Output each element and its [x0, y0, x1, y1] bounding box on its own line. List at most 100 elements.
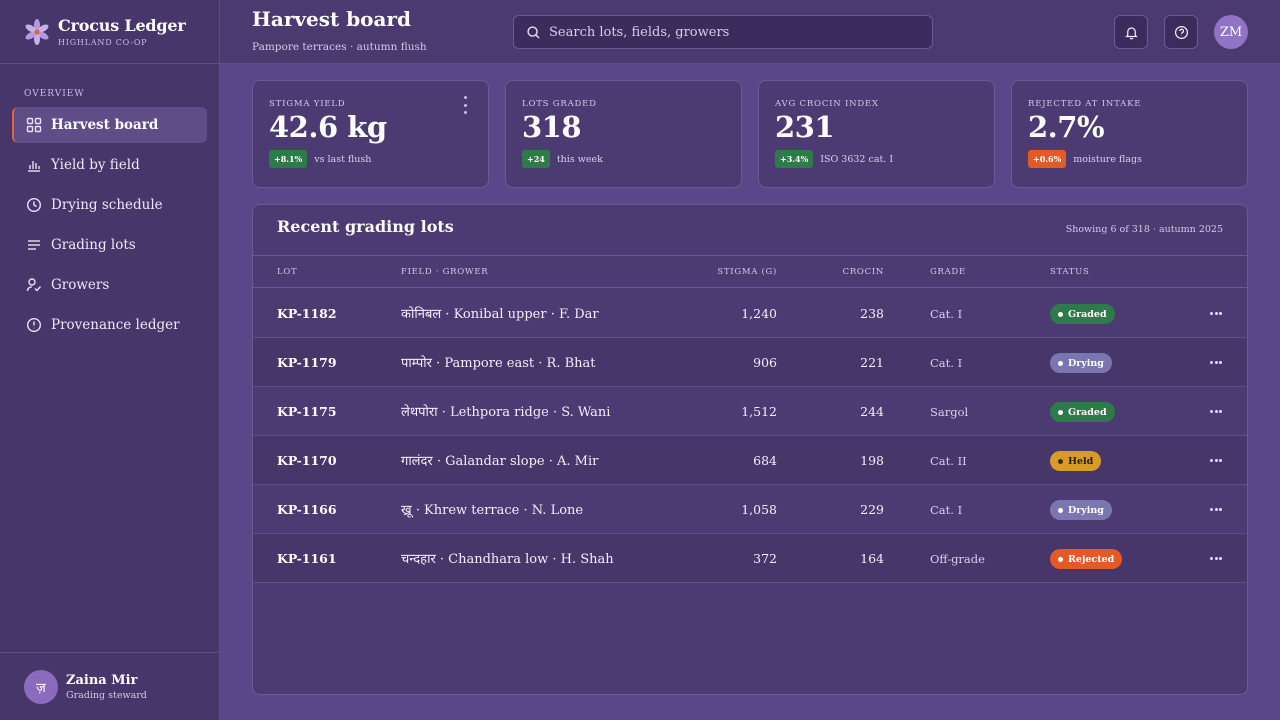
grade: Cat. I	[930, 356, 963, 370]
row-more-options-icon[interactable]	[1210, 410, 1222, 413]
lot-id[interactable]: KP-1170	[277, 453, 337, 468]
page-subtitle: Pampore terraces · autumn flush	[252, 41, 427, 53]
sidebar-item-yield-by-field[interactable]: Yield by field	[12, 147, 207, 183]
crocin-value: 238	[860, 306, 884, 321]
lot-id[interactable]: KP-1161	[277, 551, 337, 566]
stigma-grams: 1,512	[741, 404, 777, 419]
lot-id[interactable]: KP-1166	[277, 502, 337, 517]
column-header-status[interactable]: STATUS	[1050, 267, 1090, 277]
stat-footnote: moisture flags	[1073, 153, 1142, 165]
user-profile[interactable]: ज़ Zaina Mir Grading steward	[0, 652, 219, 720]
row-more-options-icon[interactable]	[1210, 508, 1222, 511]
user-name: Zaina Mir	[66, 672, 138, 688]
avatar[interactable]: ZM	[1214, 15, 1248, 49]
column-header-grade[interactable]: GRADE	[930, 267, 966, 277]
clock-icon	[26, 197, 42, 213]
help-icon	[1174, 25, 1188, 39]
user-role: Grading steward	[66, 689, 147, 701]
status-label: Drying	[1068, 357, 1104, 369]
grade: Cat. I	[930, 307, 963, 321]
status-dot-icon	[1058, 458, 1063, 464]
sidebar-item-label: Harvest board	[51, 117, 159, 133]
sidebar-item-harvest-board[interactable]: Harvest board	[12, 107, 207, 143]
table-header: LOT FIELD · GROWER STIGMA (G) CROCIN GRA…	[253, 255, 1247, 288]
row-more-options-icon[interactable]	[1210, 459, 1222, 462]
help-button[interactable]	[1164, 15, 1198, 49]
brand[interactable]: Crocus Ledger HIGHLAND CO-OP	[0, 0, 219, 64]
status-label: Drying	[1068, 504, 1104, 516]
field-grower: कोनिबल · Konibal upper · F. Dar	[401, 307, 599, 322]
column-header-lot[interactable]: LOT	[277, 267, 298, 277]
sidebar: Crocus Ledger HIGHLAND CO-OP OVERVIEW Ha…	[0, 0, 220, 720]
field-grower: लेथपोरा · Lethpora ridge · S. Wani	[401, 405, 611, 420]
grade: Off-grade	[930, 552, 985, 566]
sidebar-item-provenance-ledger[interactable]: Provenance ledger	[12, 307, 207, 343]
stigma-grams: 906	[753, 355, 777, 370]
delta-badge: +24	[522, 150, 550, 168]
field-grower: गालंदर · Galandar slope · A. Mir	[401, 454, 599, 469]
list-icon	[26, 237, 42, 253]
sidebar-item-label: Provenance ledger	[51, 317, 180, 333]
lot-id[interactable]: KP-1182	[277, 306, 337, 321]
table-row[interactable]: KP-1179 पाम्पोर · Pampore east · R. Bhat 9…	[253, 338, 1247, 387]
field-grower: चन्दहार · Chandhara low · H. Shah	[401, 552, 614, 567]
alert-circle-icon	[26, 317, 42, 333]
search-input[interactable]	[549, 24, 909, 40]
stat-value: 42.6 kg	[269, 110, 387, 144]
table-row[interactable]: KP-1182 कोनिबल · Konibal upper · F. Dar 1,…	[253, 289, 1247, 338]
crocin-value: 244	[860, 404, 884, 419]
field-grower: पाम्पोर · Pampore east · R. Bhat	[401, 356, 596, 371]
row-more-options-icon[interactable]	[1210, 557, 1222, 560]
sidebar-item-label: Drying schedule	[51, 197, 163, 213]
status-badge: Drying	[1050, 500, 1112, 520]
crocus-logo-icon	[22, 17, 52, 47]
search-box[interactable]	[513, 15, 933, 49]
stigma-grams: 372	[753, 551, 777, 566]
delta-badge: +8.1%	[269, 150, 308, 168]
table-title: Recent grading lots	[277, 217, 454, 236]
grade: Cat. II	[930, 454, 967, 468]
status-badge: Drying	[1050, 353, 1112, 373]
status-dot-icon	[1058, 507, 1063, 513]
status-dot-icon	[1058, 360, 1063, 366]
stat-footnote: this week	[556, 153, 603, 165]
bar-chart-icon	[26, 157, 42, 173]
column-header-crocin[interactable]: CROCIN	[842, 267, 884, 277]
table-row[interactable]: KP-1170 गालंदर · Galandar slope · A. Mir 6…	[253, 436, 1247, 485]
stat-value: 318	[522, 110, 582, 144]
status-label: Graded	[1068, 308, 1107, 320]
row-more-options-icon[interactable]	[1210, 361, 1222, 364]
table-row[interactable]: KP-1161 चन्दहार · Chandhara low · H. Shah…	[253, 534, 1247, 583]
row-more-options-icon[interactable]	[1210, 312, 1222, 315]
stigma-grams: 684	[753, 453, 777, 468]
stat-label: REJECTED AT INTAKE	[1028, 99, 1142, 109]
sidebar-item-drying-schedule[interactable]: Drying schedule	[12, 187, 207, 223]
status-label: Held	[1068, 455, 1094, 467]
sidebar-item-growers[interactable]: Growers	[12, 267, 207, 303]
table-row[interactable]: KP-1166 ख्रू · Khrew terrace · N. Lone 1,0…	[253, 485, 1247, 534]
lot-id[interactable]: KP-1179	[277, 355, 337, 370]
stat-label: LOTS GRADED	[522, 99, 597, 109]
nav-section-label: OVERVIEW	[24, 89, 85, 99]
page-title: Harvest board	[252, 7, 412, 31]
stigma-grams: 1,240	[741, 306, 777, 321]
sidebar-item-label: Growers	[51, 277, 110, 293]
stat-label: AVG CROCIN INDEX	[775, 99, 879, 109]
stat-label: STIGMA YIELD	[269, 99, 346, 109]
column-header-stigma[interactable]: STIGMA (G)	[717, 267, 777, 277]
stigma-grams: 1,058	[741, 502, 777, 517]
table-row[interactable]: KP-1175 लेथपोरा · Lethpora ridge · S. Wan…	[253, 387, 1247, 436]
search-icon	[527, 25, 540, 39]
status-badge: Held	[1050, 451, 1102, 471]
more-options-icon[interactable]	[464, 96, 468, 114]
top-header: Harvest board Pampore terraces · autumn …	[220, 0, 1280, 64]
notifications-button[interactable]	[1114, 15, 1148, 49]
grade: Sargol	[930, 405, 969, 419]
stat-value: 231	[775, 110, 835, 144]
stat-card-avg-crocin-index: AVG CROCIN INDEX 231 +3.4% ISO 3632 cat.…	[758, 80, 995, 188]
crocin-value: 198	[860, 453, 884, 468]
field-grower: ख्रू · Khrew terrace · N. Lone	[401, 503, 584, 518]
sidebar-item-grading-lots[interactable]: Grading lots	[12, 227, 207, 263]
lot-id[interactable]: KP-1175	[277, 404, 337, 419]
column-header-field[interactable]: FIELD · GROWER	[401, 267, 489, 277]
